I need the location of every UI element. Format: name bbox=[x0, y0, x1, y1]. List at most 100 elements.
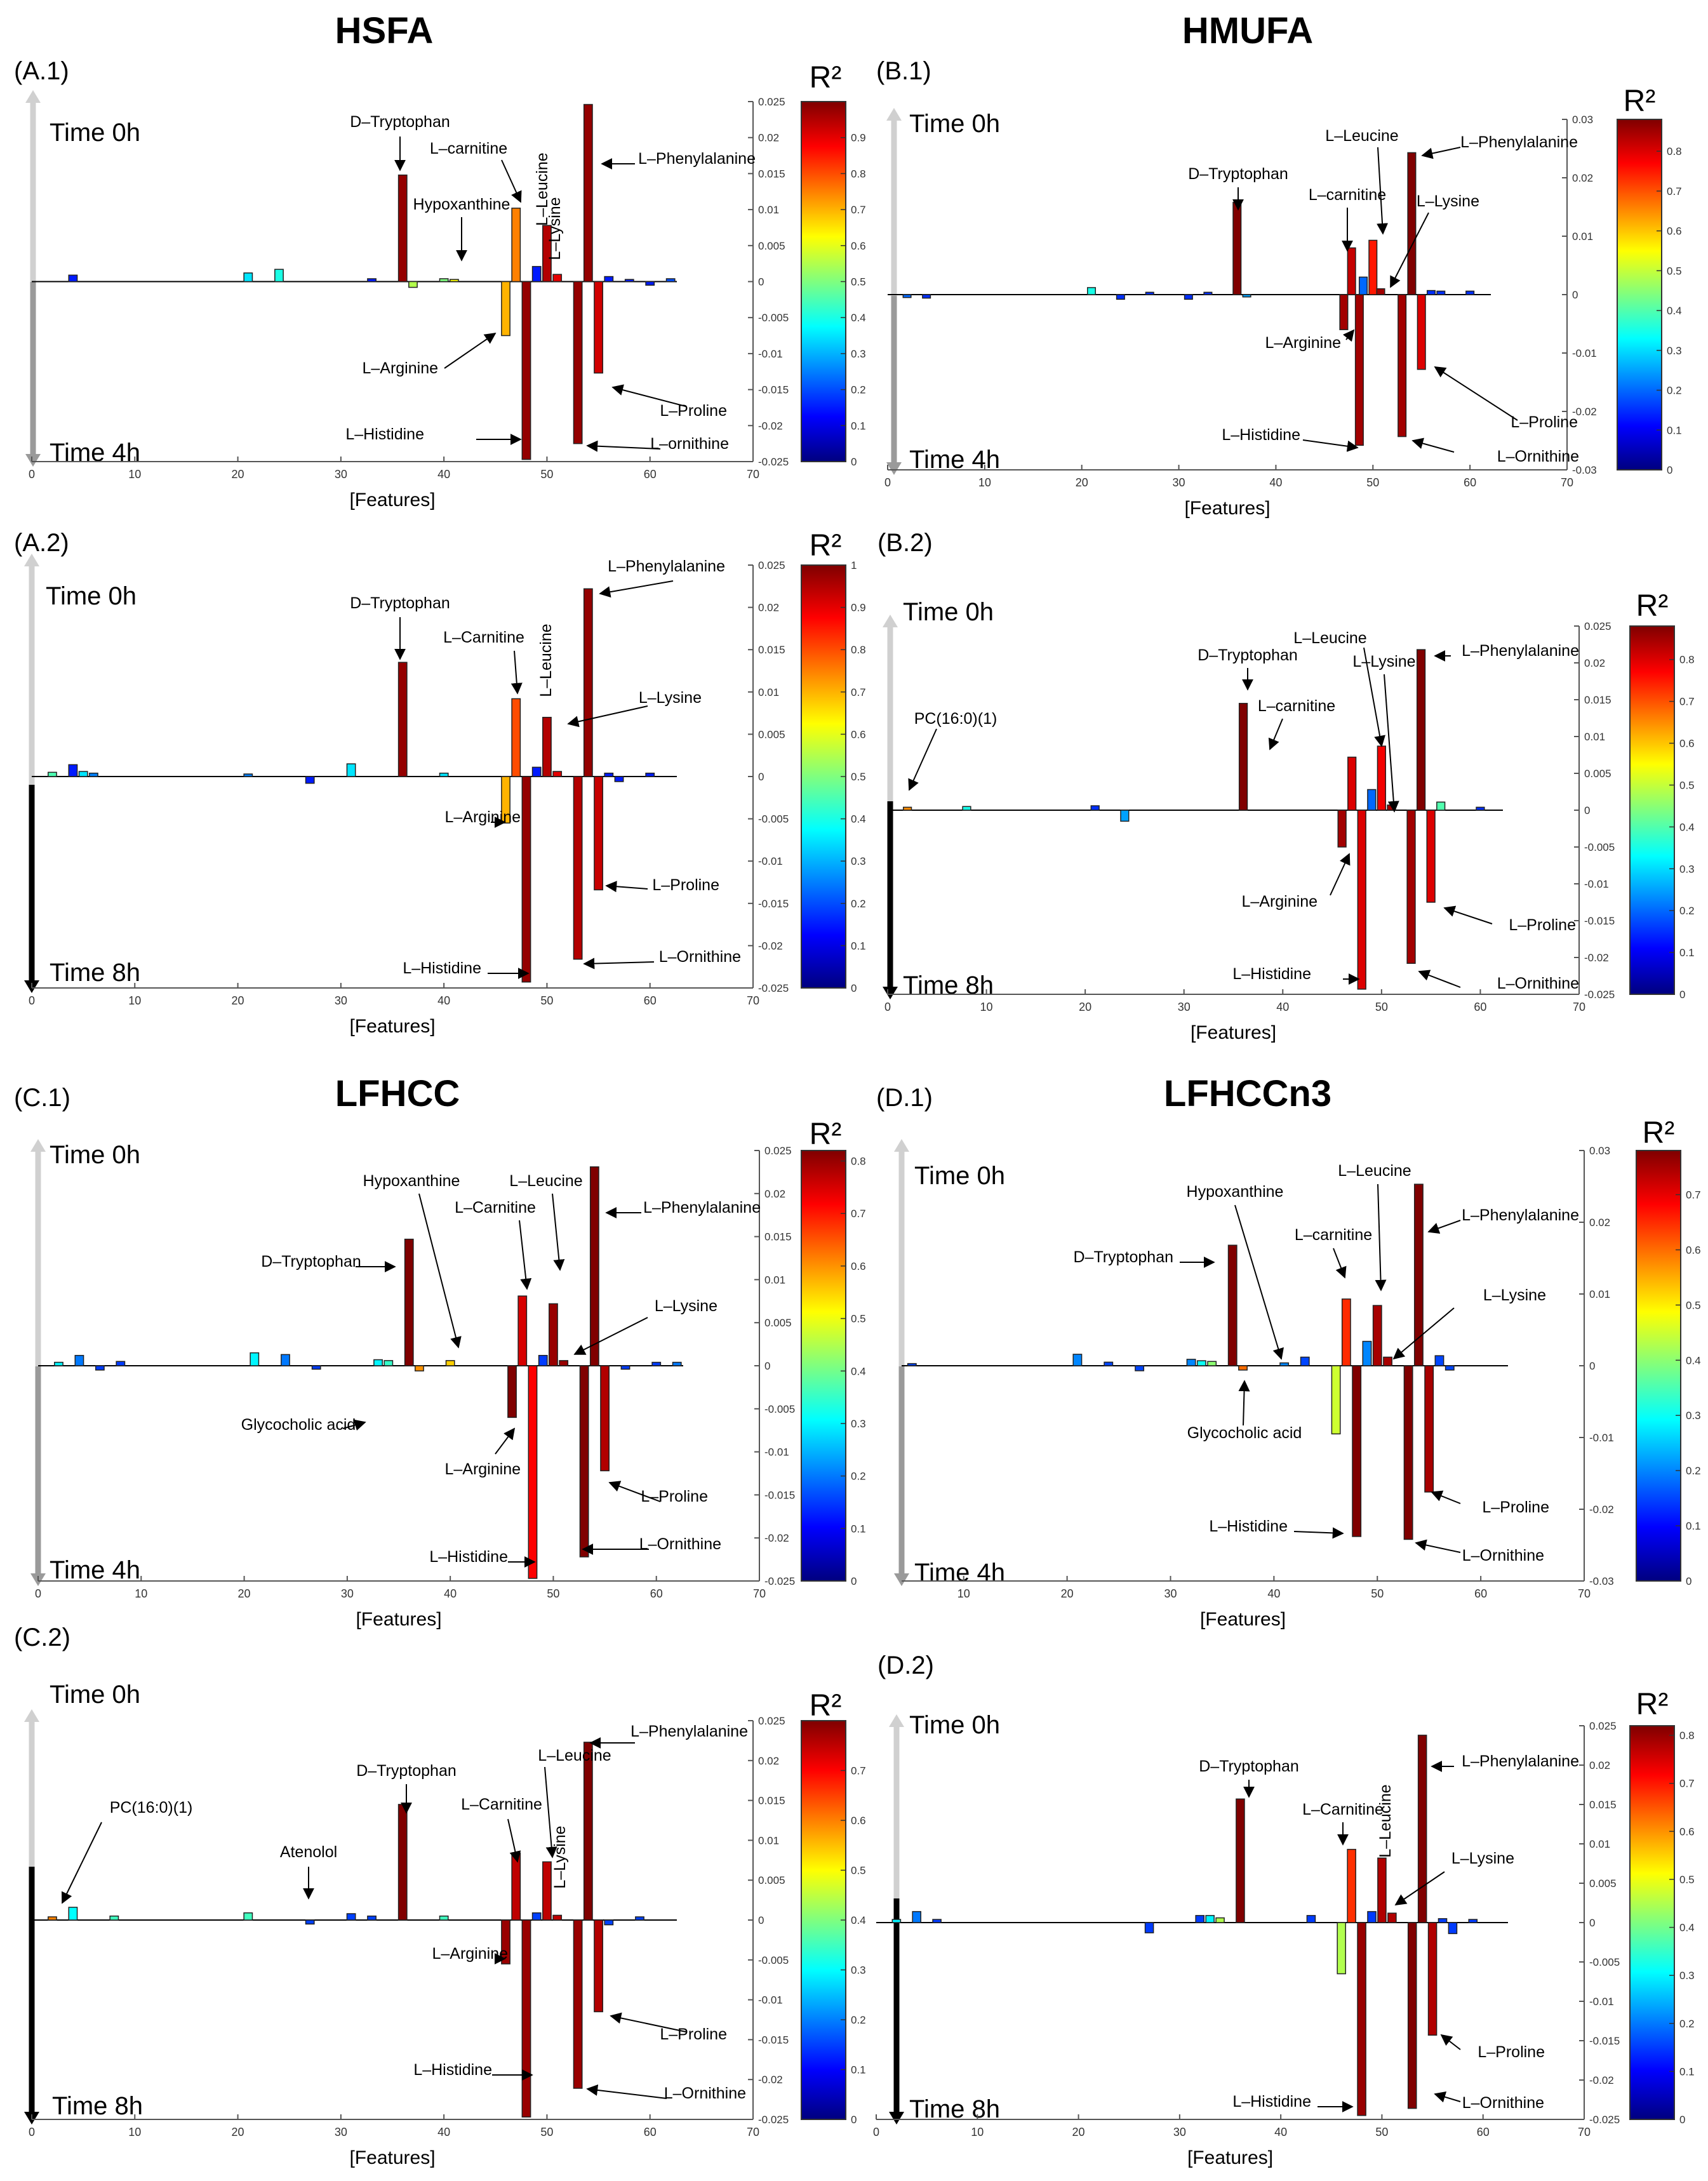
y-tick-label: -0.01 bbox=[764, 1446, 789, 1458]
bar bbox=[1367, 789, 1377, 811]
annotation-arrow bbox=[573, 1317, 648, 1355]
y-tick-label: -0.005 bbox=[758, 813, 789, 825]
bar bbox=[373, 1359, 383, 1366]
bar bbox=[1357, 810, 1366, 990]
panel-label: (A.1) bbox=[14, 57, 69, 85]
bar bbox=[1352, 1365, 1362, 1537]
bar bbox=[531, 265, 542, 283]
annotation-arrow bbox=[1302, 439, 1359, 452]
bar bbox=[1215, 1917, 1225, 1923]
colorbar-tick-label: 0.4 bbox=[1679, 1922, 1695, 1934]
bar bbox=[1406, 810, 1416, 964]
colorbar-tick-label: 0.8 bbox=[1679, 1730, 1695, 1742]
colorbar bbox=[801, 1720, 846, 2120]
bar bbox=[552, 1914, 563, 1921]
time-arrow-head-up bbox=[30, 1139, 46, 1152]
bar bbox=[1300, 1356, 1310, 1366]
y-tick-label: -0.02 bbox=[764, 1532, 789, 1544]
panel-A1: (A.1) Time 0h Time 4h 0 10 20 30 40 50 60 70 [Featu… bbox=[14, 57, 866, 510]
bar bbox=[517, 1295, 528, 1366]
panel-label: (C.1) bbox=[14, 1084, 70, 1112]
x-tick-label: 60 bbox=[650, 1587, 663, 1600]
y-tick-label: 0.025 bbox=[758, 1715, 785, 1727]
bar bbox=[397, 662, 408, 777]
annotation-arrow bbox=[1390, 212, 1429, 288]
bar bbox=[1434, 1355, 1444, 1366]
y-tick-label: 0.01 bbox=[758, 204, 779, 216]
x-axis-label: [Features] bbox=[1191, 1022, 1276, 1043]
annotation-label: D–Tryptophan bbox=[1198, 646, 1298, 664]
bar bbox=[74, 1354, 84, 1366]
colorbar-tick-label: 0.8 bbox=[851, 644, 866, 656]
bar bbox=[922, 294, 931, 299]
x-tick-label: 0 bbox=[35, 1587, 41, 1600]
bar bbox=[1339, 294, 1349, 330]
colorbar-tick-label: 0.1 bbox=[1686, 1520, 1701, 1532]
y-tick-label: 0.015 bbox=[758, 1795, 785, 1807]
bar bbox=[912, 1911, 921, 1923]
colorbar bbox=[801, 564, 846, 989]
x-tick-label: 20 bbox=[232, 994, 244, 1007]
bar bbox=[1436, 290, 1446, 295]
time-arrow-head-down bbox=[894, 1573, 909, 1586]
x-tick-label: 30 bbox=[341, 1587, 354, 1600]
annotation-arrow bbox=[62, 1822, 102, 1904]
annotation-label: L–Lysine bbox=[1417, 192, 1479, 210]
bar bbox=[600, 1365, 610, 1472]
x-tick-label: 10 bbox=[128, 2126, 141, 2138]
x-tick-label: 10 bbox=[128, 468, 141, 481]
y-tick-label: -0.01 bbox=[758, 855, 783, 867]
annotation-arrow bbox=[1418, 970, 1461, 988]
x-axis-label: [Features] bbox=[349, 490, 435, 510]
annotation-label: L–Proline bbox=[1509, 916, 1576, 934]
annotation-arrow bbox=[1342, 329, 1355, 342]
annotation-label: D–Tryptophan bbox=[261, 1253, 361, 1271]
colorbar-tick-label: 0.1 bbox=[1679, 2065, 1695, 2078]
annotation-label: Atenolol bbox=[280, 1843, 337, 1861]
annotation-arrow bbox=[1234, 1204, 1284, 1360]
colorbar-tick-label: 0.1 bbox=[1667, 424, 1682, 436]
bar bbox=[1144, 1922, 1154, 1933]
bar bbox=[501, 281, 510, 337]
x-tick-label: 10 bbox=[128, 994, 141, 1007]
annotation-arrow bbox=[1427, 1220, 1461, 1234]
bar bbox=[54, 1361, 63, 1366]
colorbar-tick-label: 0.2 bbox=[851, 384, 866, 396]
annotation-label: Glycocholic acid bbox=[1187, 1424, 1302, 1442]
x-tick-label: 40 bbox=[1269, 476, 1282, 489]
time-arrow-head-up bbox=[886, 108, 902, 121]
x-axis-label: [Features] bbox=[1200, 1609, 1286, 1630]
bar bbox=[397, 1804, 408, 1921]
bar bbox=[528, 1365, 538, 1579]
x-tick-label: 70 bbox=[1573, 1001, 1585, 1013]
colorbar-tick-label: 0.6 bbox=[851, 240, 866, 252]
bar bbox=[665, 278, 676, 283]
bar bbox=[408, 281, 418, 288]
y-tick-label: -0.025 bbox=[758, 2114, 789, 2126]
x-tick-label: 0 bbox=[873, 2126, 879, 2138]
bar bbox=[579, 1365, 589, 1557]
annotation-label: D–Tryptophan bbox=[350, 113, 450, 131]
annotation-label: L–Phenylalanine bbox=[630, 1723, 748, 1740]
colorbar-tick-label: 0 bbox=[851, 982, 857, 994]
bar bbox=[68, 764, 78, 777]
bar bbox=[415, 1365, 424, 1371]
bar bbox=[594, 776, 603, 891]
annotation-label: L–Histidine bbox=[345, 425, 424, 443]
annotation-label: L–carnitine bbox=[1295, 1226, 1372, 1244]
annotation-arrow bbox=[1384, 674, 1399, 813]
time-arrow-head-down bbox=[883, 987, 898, 999]
bar bbox=[1383, 1356, 1392, 1366]
annotation-label: D–Tryptophan bbox=[356, 1762, 457, 1780]
bar bbox=[583, 103, 593, 283]
colorbar-tick-label: 0.1 bbox=[851, 2064, 866, 2076]
y-tick-label: -0.015 bbox=[758, 2034, 789, 2046]
colorbar-tick-label: 0.7 bbox=[851, 1765, 866, 1777]
annotation-label: Hypoxanthine bbox=[413, 196, 510, 213]
annotation-label: L–Arginine bbox=[444, 1460, 521, 1478]
bar bbox=[445, 1360, 455, 1366]
bar bbox=[305, 776, 315, 784]
bar bbox=[1116, 294, 1125, 300]
time-start-label: Time 0h bbox=[909, 110, 1000, 138]
y-tick-label: -0.005 bbox=[758, 312, 789, 324]
